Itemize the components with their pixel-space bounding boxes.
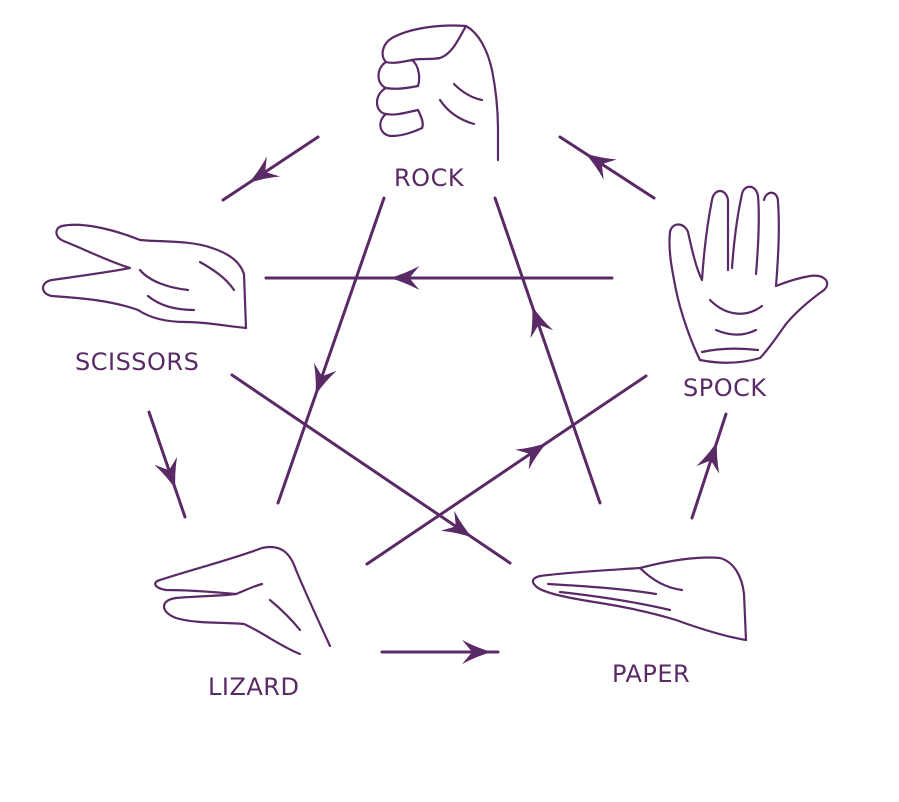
arrowhead-rock-to-lizard — [313, 362, 337, 396]
arrowhead-paper-to-spock — [696, 441, 720, 474]
edge-spock-to-rock — [558, 135, 656, 200]
arrowhead-spock-to-scissors — [389, 266, 420, 290]
arrowhead-lizard-to-spock — [515, 442, 547, 470]
node-label-rock: ROCK — [394, 164, 465, 192]
arrowhead-rock-to-scissors — [248, 156, 281, 184]
edge-scissors-to-lizard — [147, 410, 187, 519]
arrowhead-scissors-to-paper — [440, 510, 473, 538]
edge-paper-to-rock — [493, 196, 602, 505]
node-label-paper: PAPER — [612, 660, 691, 688]
node-label-scissors: SCISSORS — [75, 348, 200, 376]
fist-hand-icon — [375, 24, 500, 162]
two-finger-hand-icon — [41, 223, 248, 330]
node-label-spock: SPOCK — [683, 374, 767, 402]
lizard-hand-icon — [154, 545, 332, 656]
flat-hand-icon — [531, 556, 748, 642]
arrowhead-paper-to-rock — [530, 305, 554, 339]
arrowhead-scissors-to-lizard — [154, 456, 178, 490]
edge-rock-to-lizard — [276, 196, 386, 505]
arrowhead-lizard-to-paper — [462, 640, 493, 664]
vulcan-salute-hand-icon — [668, 185, 829, 364]
edge-rock-to-scissors — [221, 135, 320, 202]
edge-paper-to-spock — [690, 412, 728, 520]
node-label-lizard: LIZARD — [208, 673, 300, 701]
edge-layer — [147, 135, 728, 664]
arrowhead-spock-to-rock — [585, 153, 617, 180]
edge-lizard-to-spock — [365, 374, 648, 566]
